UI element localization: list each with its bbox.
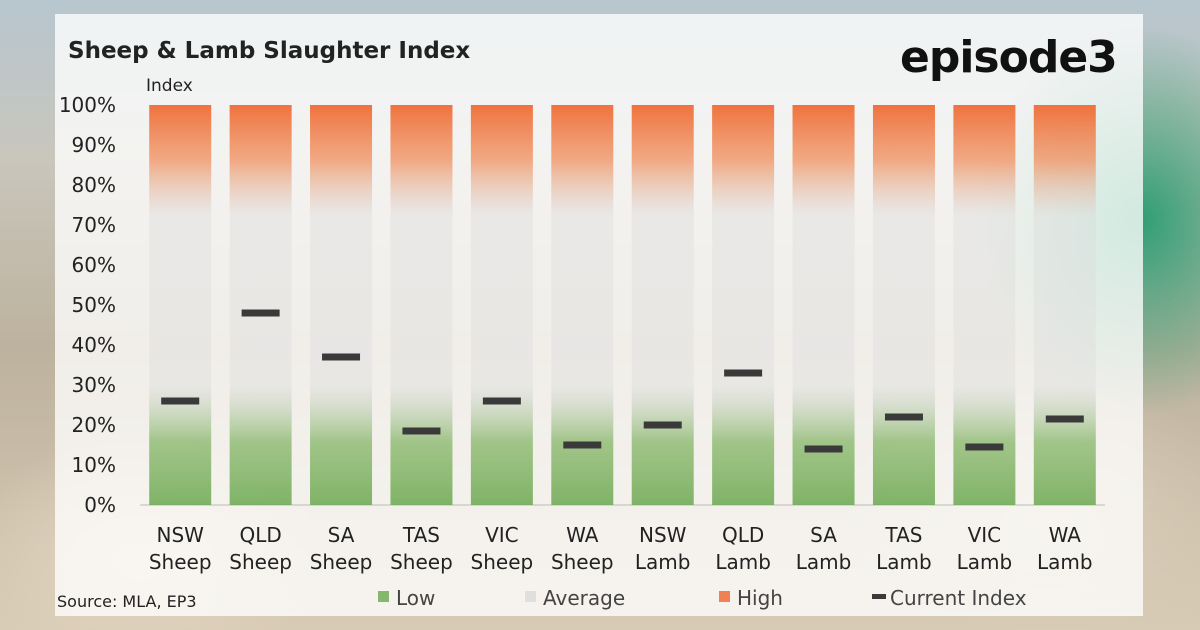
index-range-bar (953, 105, 1016, 505)
y-tick-label: 60% (72, 253, 116, 277)
x-tick-label: VIC Sheep (471, 523, 534, 574)
legend-item: Average (525, 586, 625, 610)
y-tick-label: 0% (84, 493, 116, 517)
x-tick-label: SA Sheep (310, 523, 373, 574)
index-range-bar (872, 105, 935, 505)
current-index-marker (643, 421, 682, 429)
source-note: Source: MLA, EP3 (57, 592, 197, 611)
y-tick-label: 30% (72, 373, 116, 397)
x-tick-label: WA Sheep (551, 523, 614, 574)
index-range-bar (310, 105, 373, 505)
index-range-bar (149, 105, 212, 505)
x-tick-label: TAS Sheep (390, 523, 453, 574)
index-range-bar (792, 105, 855, 505)
legend-label: High (737, 586, 783, 610)
x-tick-label: NSW Lamb (635, 523, 691, 574)
legend-item: Current Index (872, 586, 1027, 610)
y-tick-label: 70% (72, 213, 116, 237)
current-index-marker (1045, 415, 1084, 423)
current-index-marker (161, 397, 200, 405)
legend-item: High (719, 586, 783, 610)
y-axis-label: Index (146, 76, 193, 96)
index-range-bar (712, 105, 775, 505)
legend-label: Average (543, 586, 625, 610)
current-index-marker (965, 443, 1004, 451)
current-index-marker (724, 369, 763, 377)
current-index-marker (402, 427, 441, 435)
x-tick-label: QLD Lamb (715, 523, 771, 574)
current-index-marker (804, 445, 843, 453)
y-tick-label: 40% (72, 333, 116, 357)
current-index-marker (884, 413, 923, 421)
chart-title: Sheep & Lamb Slaughter Index (68, 38, 470, 64)
index-range-bar (390, 105, 453, 505)
episode3-logo: episode3 (900, 32, 1117, 83)
x-tick-label: VIC Lamb (957, 523, 1013, 574)
legend-item: Low (378, 586, 435, 610)
x-tick-label: NSW Sheep (149, 523, 212, 574)
legend-swatch (525, 591, 536, 602)
index-range-bar (631, 105, 694, 505)
legend-label: Low (396, 586, 435, 610)
legend-swatch (719, 591, 730, 602)
current-index-marker (563, 441, 602, 449)
legend-swatch (378, 591, 389, 602)
x-tick-label: QLD Sheep (229, 523, 292, 574)
index-range-bar (229, 105, 292, 505)
index-range-bar (551, 105, 614, 505)
x-tick-label: WA Lamb (1037, 523, 1093, 574)
index-range-bar (1033, 105, 1096, 505)
y-tick-label: 90% (72, 133, 116, 157)
x-tick-label: SA Lamb (796, 523, 852, 574)
y-tick-label: 80% (72, 173, 116, 197)
y-tick-label: 10% (72, 453, 116, 477)
current-index-marker (482, 397, 521, 405)
current-index-marker (322, 353, 361, 361)
legend-label: Current Index (890, 586, 1027, 610)
y-tick-label: 50% (72, 293, 116, 317)
x-tick-label: TAS Lamb (876, 523, 932, 574)
current-index-marker (241, 309, 280, 317)
y-tick-label: 100% (59, 93, 116, 117)
legend-swatch (872, 594, 886, 599)
y-tick-label: 20% (72, 413, 116, 437)
index-range-bar (470, 105, 533, 505)
